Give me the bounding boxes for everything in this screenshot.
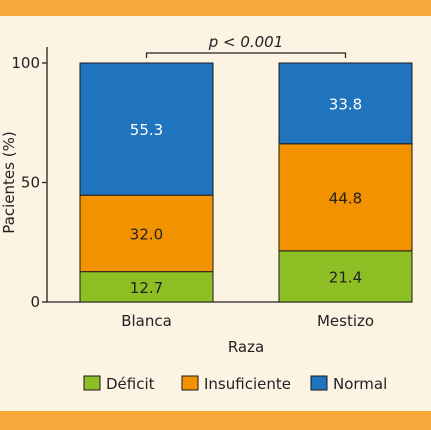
bar-segment — [79, 271, 214, 303]
bars — [79, 62, 413, 303]
bar-segment — [278, 250, 413, 303]
data-label: 32.0 — [130, 225, 163, 243]
p-value-label: p < 0.001 — [208, 33, 284, 51]
bar-segment — [79, 194, 214, 273]
y-tick-label: 0 — [30, 293, 40, 311]
bar-segment — [79, 62, 214, 196]
data-label: 55.3 — [130, 121, 163, 139]
bar-segment — [278, 62, 413, 145]
data-label: 21.4 — [329, 268, 362, 286]
top-band — [0, 0, 431, 16]
data-label: 33.8 — [329, 95, 362, 113]
significance-annotation: p < 0.001 — [145, 33, 347, 58]
legend-swatch — [310, 375, 328, 391]
data-label: 44.8 — [329, 189, 362, 207]
legend-swatch — [181, 375, 199, 391]
legend-label: Insuficiente — [204, 375, 291, 393]
bar-segment — [278, 143, 413, 252]
data-labels: 12.7 32.0 55.3 21.4 44.8 33.8 — [130, 95, 362, 296]
bottom-band — [0, 411, 431, 430]
legend-label: Déficit — [106, 375, 155, 393]
x-tick-label: Blanca — [121, 312, 172, 330]
data-label: 12.7 — [130, 279, 163, 297]
legend-label: Normal — [333, 375, 387, 393]
stacked-bar-chart: 0 50 100 Pacientes (%) Blanca Mestizo Raza 12.… — [0, 33, 413, 393]
x-tick-label: Mestizo — [317, 312, 374, 330]
significance-bracket — [145, 52, 347, 58]
y-axis-label: Pacientes (%) — [0, 131, 18, 233]
legend-swatch — [83, 375, 101, 391]
x-axis-label: Raza — [228, 338, 264, 356]
legend: Déficit Insuficiente Normal — [83, 375, 387, 393]
y-tick-label: 100 — [11, 54, 40, 72]
axes: 0 50 100 Pacientes (%) Blanca Mestizo Raza — [0, 47, 412, 356]
y-tick-label: 50 — [21, 174, 40, 192]
